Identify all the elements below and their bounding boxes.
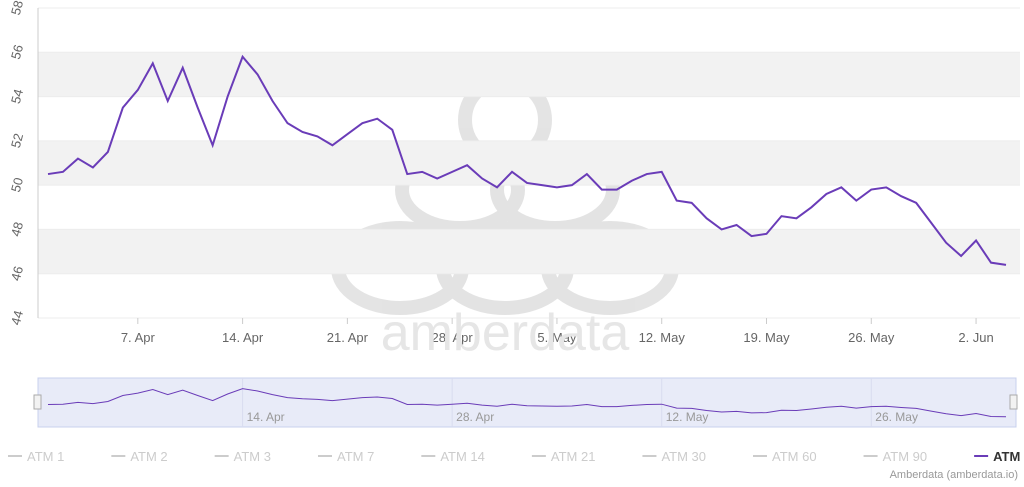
y-tick-label: 52	[8, 132, 26, 150]
legend-item: ATM 60	[772, 449, 817, 464]
legend-item: ATM 90	[883, 449, 928, 464]
legend-item: ATM 1	[27, 449, 64, 464]
y-tick-label: 50	[8, 176, 26, 194]
x-tick-label: 5. May	[537, 330, 577, 345]
x-tick-label: 7. Apr	[121, 330, 156, 345]
grid-band	[38, 229, 1020, 274]
plot: 44 46 48 50 52 54 56 58 7. Apr 14. Apr 21. Apr 28. …	[8, 0, 1024, 464]
grid-band	[38, 52, 1020, 97]
navigator-handle	[1009, 394, 1018, 410]
legend-item: ATM 180	[993, 449, 1024, 464]
legend-item: ATM 14	[440, 449, 485, 464]
legend-item: ATM 30	[661, 449, 706, 464]
navigator	[37, 377, 1017, 428]
y-tick-label: 44	[8, 309, 26, 327]
x-tick-label: 21. Apr	[327, 330, 369, 345]
legend-item: ATM 7	[337, 449, 374, 464]
watermark: amberdata	[381, 304, 630, 362]
navigator-tick-label: 12. May	[666, 410, 709, 424]
y-tick-label: 48	[8, 220, 26, 238]
navigator-handle	[33, 394, 42, 410]
x-tick-label: 19. May	[743, 330, 790, 345]
grid-band	[38, 140, 1020, 186]
x-tick-label: 2. Jun	[958, 330, 993, 345]
navigator-tick-label: 14. Apr	[247, 410, 285, 424]
x-tick-label: 26. May	[848, 330, 895, 345]
navigator-tick-label: 26. May	[875, 410, 918, 424]
credits: Amberdata (amberdata.io)	[890, 469, 1018, 481]
y-tick-label: 54	[8, 87, 26, 105]
legend-item: ATM 21	[551, 449, 596, 464]
series-line	[47, 54, 1007, 266]
x-tick-label: 12. May	[639, 330, 686, 345]
legend-item: ATM 3	[234, 449, 271, 464]
x-tick-label: 28. Apr	[432, 330, 474, 345]
y-tick-label: 46	[8, 265, 26, 283]
legend-item: ATM 2	[130, 449, 167, 464]
y-tick-label: 58	[8, 0, 26, 17]
navigator-tick-label: 28. Apr	[456, 410, 494, 424]
x-tick-label: 14. Apr	[222, 330, 264, 345]
y-tick-label: 56	[8, 43, 26, 61]
navigator-line	[47, 388, 1007, 418]
